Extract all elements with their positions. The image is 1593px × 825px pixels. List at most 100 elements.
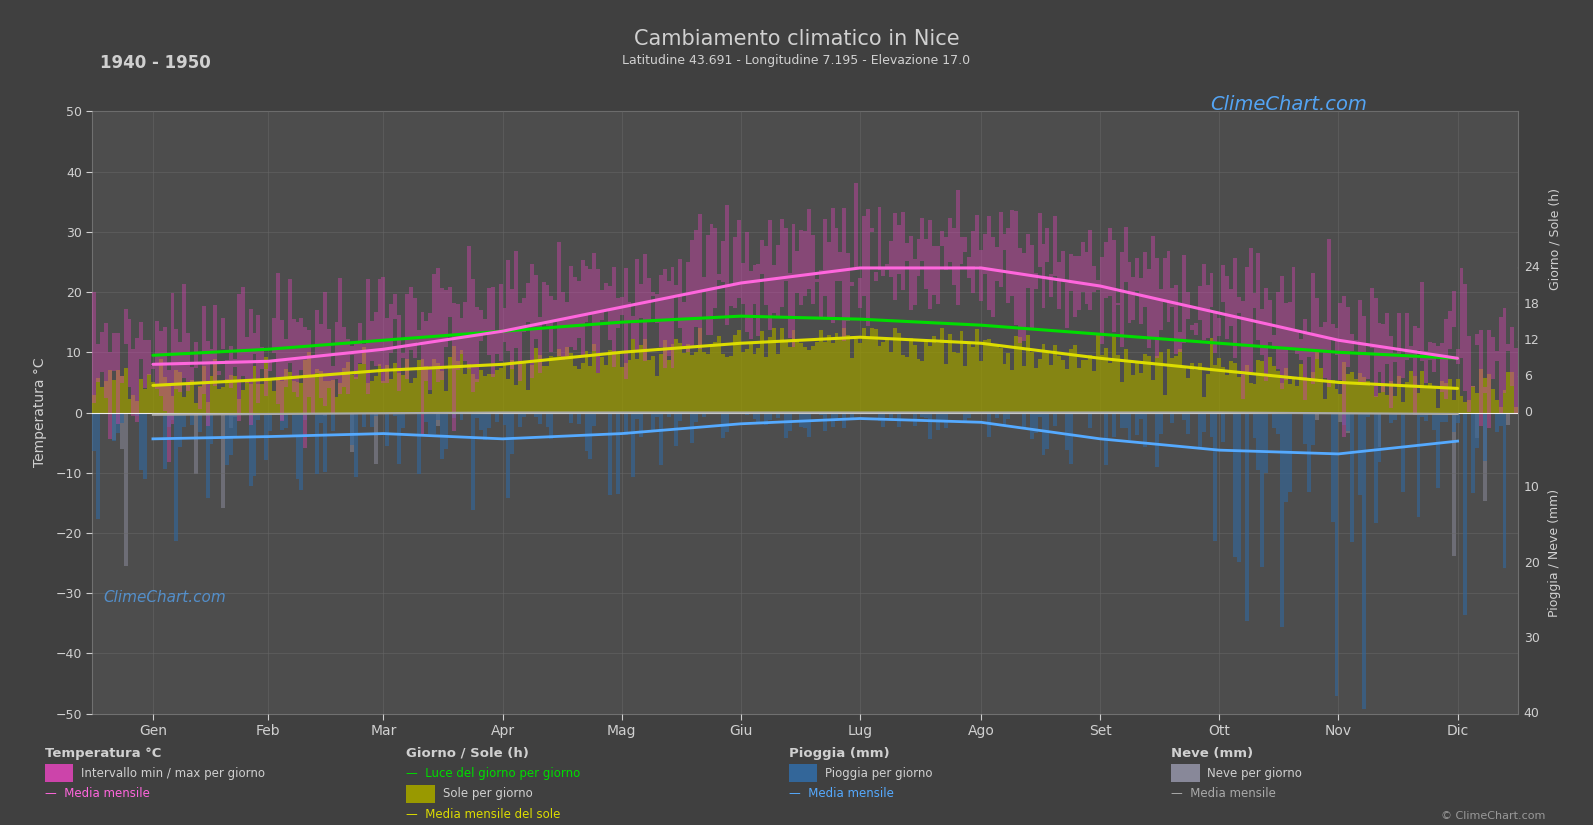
Bar	[1510, 372, 1515, 412]
Bar	[213, 360, 217, 412]
Bar	[479, 412, 483, 430]
Bar	[1440, 342, 1443, 392]
Bar	[1279, 276, 1284, 389]
Bar	[350, 412, 354, 445]
Bar	[1400, 356, 1405, 378]
Bar	[162, 412, 167, 469]
Bar	[924, 340, 929, 412]
Bar	[1486, 330, 1491, 428]
Bar	[1096, 280, 1101, 290]
Bar	[1128, 262, 1131, 323]
Bar	[1015, 337, 1018, 412]
Bar	[1123, 349, 1128, 412]
Bar	[424, 321, 429, 381]
Bar	[1115, 303, 1120, 305]
Bar	[1276, 412, 1279, 434]
Bar	[1265, 377, 1268, 412]
Bar	[342, 328, 346, 387]
Bar	[781, 328, 784, 412]
Bar	[1365, 355, 1370, 379]
Bar	[518, 303, 523, 380]
Bar	[284, 412, 288, 428]
Bar	[1443, 319, 1448, 398]
Bar	[671, 412, 674, 414]
Bar	[1491, 337, 1494, 380]
Bar	[374, 376, 378, 412]
Bar	[1236, 376, 1241, 412]
Bar	[1322, 322, 1327, 378]
Bar	[284, 338, 288, 387]
Bar	[378, 279, 381, 366]
Bar	[1002, 412, 1007, 425]
Bar	[690, 412, 695, 443]
Bar	[752, 265, 757, 304]
Bar	[1311, 371, 1314, 412]
Bar	[292, 381, 296, 412]
Bar	[538, 318, 542, 373]
Bar	[647, 361, 652, 412]
Bar	[362, 347, 366, 412]
Bar	[260, 384, 264, 412]
Bar	[1408, 346, 1413, 357]
Bar	[1421, 282, 1424, 361]
Bar	[221, 387, 225, 412]
Bar	[913, 345, 916, 412]
Bar	[1459, 268, 1464, 358]
Bar	[1287, 412, 1292, 493]
Text: 10: 10	[1523, 481, 1539, 494]
Bar	[335, 397, 338, 412]
Bar	[1236, 297, 1241, 313]
Bar	[781, 219, 784, 307]
Bar	[1131, 375, 1136, 412]
Bar	[472, 412, 475, 510]
Text: Pioggia / Neve (mm): Pioggia / Neve (mm)	[1548, 488, 1561, 617]
Bar	[787, 412, 792, 431]
Bar	[1416, 412, 1421, 516]
Bar	[194, 403, 198, 412]
Bar	[870, 328, 873, 412]
Bar	[878, 412, 881, 422]
Bar	[1136, 412, 1139, 436]
Bar	[502, 309, 507, 342]
Bar	[545, 412, 550, 427]
Bar	[1023, 253, 1026, 342]
Bar	[1026, 234, 1029, 288]
Bar	[475, 380, 479, 412]
Bar	[350, 346, 354, 355]
Bar	[147, 340, 151, 375]
Bar	[1112, 412, 1115, 437]
Bar	[331, 380, 335, 412]
Bar	[1244, 365, 1249, 412]
Bar	[698, 328, 703, 412]
Bar	[464, 302, 467, 361]
Bar	[581, 362, 585, 412]
Bar	[452, 303, 456, 431]
Bar	[440, 288, 444, 380]
Bar	[830, 208, 835, 323]
Bar	[1483, 378, 1486, 412]
Bar	[929, 346, 932, 412]
Bar	[487, 374, 491, 412]
Bar	[288, 280, 292, 363]
Bar	[393, 363, 397, 412]
Bar	[800, 343, 803, 412]
Bar	[217, 370, 221, 375]
Bar	[276, 379, 280, 412]
Bar	[616, 412, 620, 493]
Bar	[569, 352, 573, 412]
Bar	[816, 342, 819, 412]
Bar	[1475, 333, 1478, 345]
Bar	[170, 294, 174, 425]
Bar	[331, 365, 335, 414]
Bar	[1443, 412, 1448, 422]
Bar	[1357, 412, 1362, 495]
Bar	[190, 412, 194, 425]
Bar	[108, 352, 112, 439]
Bar	[1443, 383, 1448, 412]
Bar	[1120, 252, 1123, 347]
Bar	[1451, 290, 1456, 327]
Bar	[964, 365, 967, 412]
Bar	[1432, 412, 1437, 430]
Bar	[612, 267, 616, 366]
Bar	[1144, 412, 1147, 447]
